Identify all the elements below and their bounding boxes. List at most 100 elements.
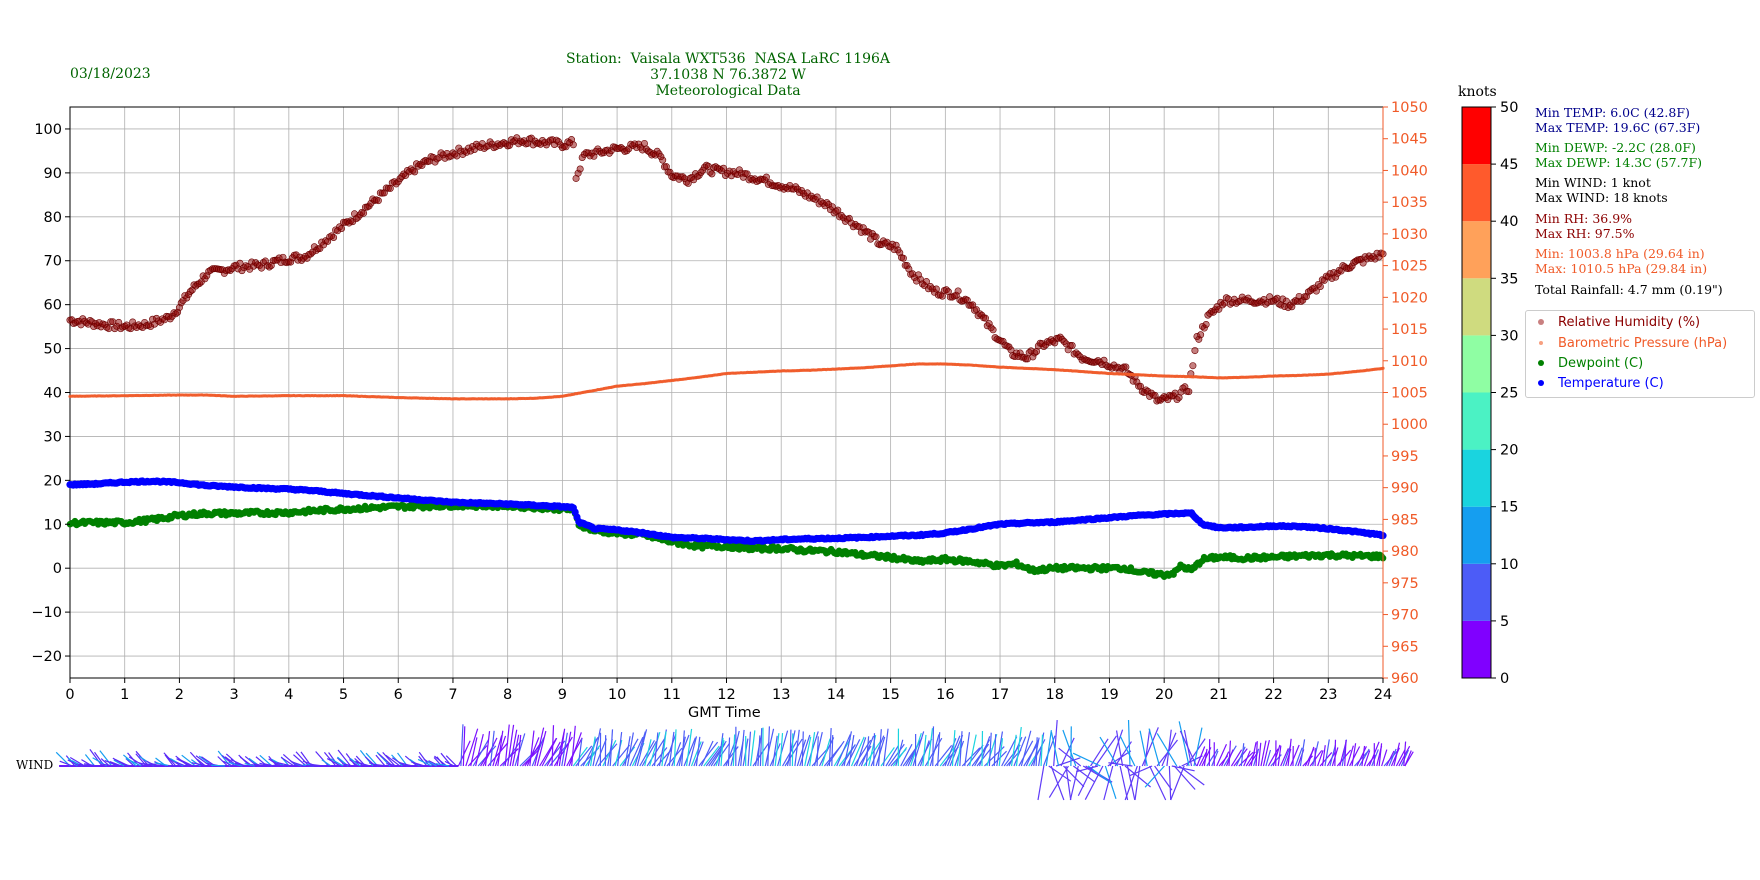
wind-barb <box>772 735 778 767</box>
right-y-tick-label: 975 <box>1391 576 1419 592</box>
wind-barb <box>1104 765 1117 799</box>
wind-barb <box>1388 748 1397 767</box>
x-tick-label: 6 <box>394 687 403 703</box>
right-y-tick-label: 1040 <box>1391 163 1428 179</box>
colorbar-tick-label: 0 <box>1500 671 1509 687</box>
wind-barb <box>1060 737 1075 767</box>
x-tick-label: 1 <box>120 687 129 703</box>
wind-barb <box>546 741 561 767</box>
wind-barb <box>1324 739 1330 767</box>
wind-barb <box>411 761 425 767</box>
wind-barb <box>1099 736 1119 767</box>
data-point <box>834 206 842 214</box>
wind-barb <box>529 730 535 767</box>
x-tick-label: 4 <box>284 687 293 703</box>
wind-barb <box>626 732 634 767</box>
stat-max-rh: Max RH: 97.5% <box>1535 226 1635 241</box>
wind-barb <box>428 760 440 767</box>
wind-barb <box>877 729 882 767</box>
wind-barb <box>1206 748 1219 767</box>
x-tick-label: 9 <box>558 687 567 703</box>
wind-barb <box>932 726 935 767</box>
wind-barb <box>1119 735 1136 767</box>
wind-barb <box>1103 765 1114 801</box>
stat-min-temp: Min TEMP: 6.0C (42.8F) <box>1535 105 1690 120</box>
wind-barb <box>1084 765 1104 800</box>
wind-barb <box>1127 719 1131 767</box>
stat-min-wind: Min WIND: 1 knot <box>1535 175 1651 190</box>
wind-barb <box>382 752 396 767</box>
wind-barb <box>740 729 745 767</box>
right-y-tick-label: 995 <box>1391 449 1419 465</box>
wind-barb <box>138 762 152 767</box>
wind-barb <box>1240 743 1245 767</box>
legend-item-dewp: Dewpoint (C) <box>1538 356 1643 371</box>
wind-barb <box>417 758 433 767</box>
wind-barb <box>228 761 243 767</box>
wind-barb <box>435 763 450 767</box>
x-tick-label: 11 <box>663 687 681 703</box>
x-tick-label: 13 <box>772 687 790 703</box>
wind-barbs <box>55 719 1414 801</box>
colorbar-band <box>1462 278 1491 336</box>
wind-barb <box>1221 751 1230 767</box>
wind-barb <box>290 761 305 767</box>
wind-barb <box>794 729 800 767</box>
right-y-tick-label: 1010 <box>1391 354 1428 370</box>
title-coords: 37.1038 N 76.3872 W <box>650 67 806 83</box>
wind-barb <box>846 739 861 767</box>
wind-barb <box>779 733 784 767</box>
chart-title: Station: Vaisala WXT536 NASA LaRC 1196A … <box>540 51 916 99</box>
wind-barb <box>1035 737 1038 767</box>
data-point <box>236 259 244 267</box>
x-tick-label: 20 <box>1155 687 1173 703</box>
wind-barb <box>1149 765 1167 801</box>
wind-barb <box>617 731 623 767</box>
wind-barb <box>1346 745 1354 767</box>
wind-barb <box>128 756 145 767</box>
wind-barb <box>1321 745 1326 767</box>
legend-marker-dewp <box>1538 359 1544 366</box>
wind-barb <box>919 740 930 767</box>
right-y-tick-label: 1050 <box>1391 100 1428 116</box>
wind-barb <box>472 739 489 767</box>
date-label: 03/18/2023 <box>70 66 151 82</box>
legend-marker-rh <box>1538 318 1544 325</box>
wind-barb <box>349 758 361 767</box>
wind-barb <box>386 763 398 767</box>
wind-barb <box>1403 741 1407 767</box>
wind-barb <box>799 734 811 767</box>
right-y-tick-label: 1005 <box>1391 386 1428 402</box>
data-point <box>576 165 584 173</box>
left-y-tick-label: 50 <box>44 342 62 358</box>
wind-barb <box>767 726 771 767</box>
wind-barb <box>330 758 344 767</box>
wind-barb <box>524 741 543 767</box>
wind-barb <box>725 742 736 767</box>
wind-barb <box>492 735 503 767</box>
wind-barb <box>749 730 756 767</box>
wind-barb <box>777 730 789 767</box>
wind-barb <box>176 761 186 767</box>
wind-barb <box>589 736 596 767</box>
wind-barb <box>727 737 731 767</box>
data-point <box>954 287 962 295</box>
wind-barb <box>315 751 329 767</box>
wind-barb <box>641 740 658 767</box>
wind-barb <box>234 762 248 767</box>
wind-label: WIND <box>16 758 54 772</box>
legend-label-press: Barometric Pressure (hPa) <box>1558 336 1728 351</box>
wind-barb <box>988 732 992 767</box>
wind-barb <box>1053 720 1058 767</box>
wind-barb <box>1344 739 1347 767</box>
left-y-tick-label: 70 <box>44 254 62 270</box>
wind-barb <box>784 738 803 767</box>
right-y-tick-label: 1030 <box>1391 227 1428 243</box>
wind-barb <box>337 749 352 767</box>
wind-barb <box>1193 727 1203 767</box>
data-point <box>569 141 577 149</box>
wind-barb <box>470 737 478 767</box>
legend-marker-temp <box>1538 379 1544 386</box>
wind-barb <box>880 747 895 767</box>
wind-barb <box>1257 742 1262 767</box>
